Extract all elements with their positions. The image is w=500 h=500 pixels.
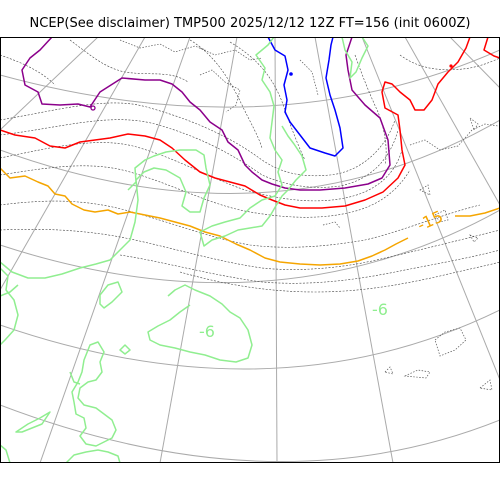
isotherm-minus-6	[0, 37, 369, 463]
isotherm-minus-24-dot	[449, 64, 453, 68]
isotherm-minus-24-east	[483, 37, 500, 59]
isotherm-minus-15-east	[455, 207, 500, 217]
isotherm-minus-15	[0, 167, 409, 266]
isotherm-minus-42-dot	[289, 72, 293, 76]
isotherm-minus-33-loop	[90, 105, 96, 111]
isotherm-minus-42	[267, 37, 344, 157]
map-title: NCEP(See disclaimer) TMP500 2025/12/12 1…	[29, 16, 471, 31]
meridians	[0, 37, 500, 463]
contour-label-minus-15: -15	[414, 207, 446, 235]
parallels	[0, 49, 500, 462]
coastlines	[119, 39, 499, 391]
isotherm-lines	[0, 39, 500, 293]
contour-label-minus-6-west: -6	[199, 322, 215, 341]
isotherm-minus-33-west	[21, 37, 391, 191]
isotherm-minus-24	[0, 37, 471, 209]
contour-label-minus-6-east: -6	[372, 300, 388, 319]
